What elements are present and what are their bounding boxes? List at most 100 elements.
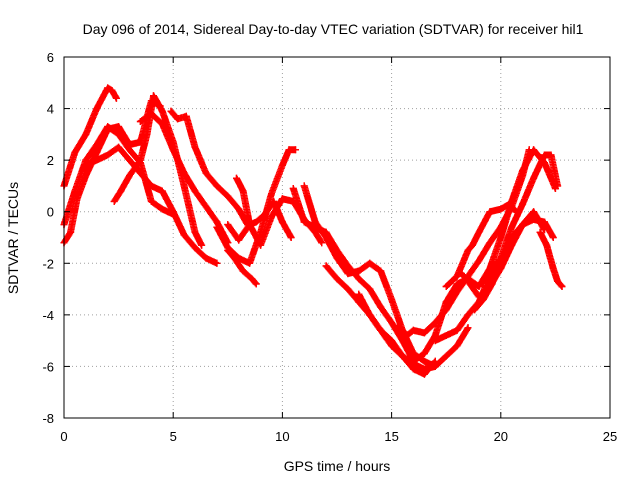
data-point	[180, 182, 188, 190]
data-point	[268, 213, 275, 221]
y-tick-label: 6	[47, 50, 54, 65]
data-point	[147, 197, 155, 205]
data-point	[198, 241, 206, 249]
x-tick-labels: 0 5 10 15 20 25	[60, 429, 617, 444]
data-point	[143, 130, 151, 138]
data-point	[486, 239, 494, 247]
data-point	[453, 342, 461, 350]
series-sat-track-5	[110, 92, 206, 249]
data-point	[479, 295, 487, 303]
data-point	[115, 143, 123, 151]
data-point	[285, 146, 293, 154]
data-point	[158, 107, 166, 115]
data-point	[158, 187, 166, 195]
y-tick-label: 0	[47, 205, 54, 220]
data-point	[508, 234, 516, 241]
y-tick-label: -6	[42, 359, 54, 374]
data-point	[289, 185, 297, 192]
data-point	[543, 241, 551, 249]
data-point	[213, 182, 221, 190]
data-point	[110, 197, 118, 205]
data-point	[224, 221, 232, 229]
data-point	[475, 283, 483, 290]
data-point	[420, 365, 428, 373]
data-point	[394, 321, 402, 329]
data-point	[174, 115, 182, 123]
data-point	[136, 169, 144, 177]
data-point	[224, 192, 232, 200]
data-point	[344, 285, 352, 293]
data-point	[355, 275, 363, 283]
data-point	[506, 200, 513, 208]
y-tick-labels: -8 -6 -4 -2 0 2 4 6	[42, 50, 54, 426]
data-point	[497, 234, 505, 241]
data-point	[150, 92, 157, 100]
data-point	[82, 130, 90, 138]
data-point	[108, 87, 116, 94]
series-markers	[60, 84, 120, 190]
data-point	[126, 172, 133, 180]
data-point	[420, 350, 428, 357]
data-point	[158, 205, 166, 213]
y-tick-label: -8	[42, 411, 54, 426]
data-point	[377, 326, 385, 334]
data-point	[453, 326, 461, 334]
plot-series	[60, 84, 566, 378]
data-point	[71, 148, 79, 156]
data-point	[158, 120, 166, 128]
data-point	[366, 311, 374, 319]
data-point	[536, 228, 544, 236]
data-point	[82, 172, 90, 180]
data-point	[549, 264, 557, 272]
y-tick-label: -2	[42, 256, 54, 271]
data-point	[322, 262, 330, 270]
data-point	[147, 110, 155, 118]
data-point	[112, 94, 120, 102]
data-point	[136, 156, 144, 164]
data-point	[117, 187, 125, 195]
data-point	[252, 280, 260, 288]
data-point	[519, 200, 527, 208]
data-point	[115, 130, 123, 138]
data-point	[115, 123, 123, 131]
x-tick-label: 25	[603, 429, 617, 444]
data-point	[464, 246, 472, 254]
data-point	[213, 223, 221, 231]
series-markers	[213, 146, 299, 267]
data-point	[82, 161, 90, 169]
series-sat-track-22	[536, 228, 566, 290]
data-point	[104, 84, 112, 92]
series-sat-track-3	[60, 123, 177, 229]
series-sat-track-8	[213, 146, 299, 267]
data-point	[104, 151, 112, 159]
x-tick-label: 5	[170, 429, 177, 444]
data-point	[248, 275, 256, 283]
series-markers	[110, 92, 206, 249]
data-point	[136, 118, 144, 125]
x-axis-label: GPS time / hours	[284, 458, 391, 474]
data-point	[191, 228, 199, 236]
data-point	[403, 332, 411, 339]
series-markers	[60, 123, 177, 229]
data-point	[180, 231, 188, 239]
x-tick-label: 20	[494, 429, 508, 444]
data-point	[519, 167, 527, 174]
data-point	[442, 283, 450, 290]
data-point	[126, 146, 133, 154]
data-point	[377, 303, 385, 311]
series-markers	[300, 182, 439, 370]
data-point	[488, 280, 496, 288]
data-point	[409, 357, 417, 365]
data-point	[442, 332, 450, 339]
data-point	[453, 280, 461, 288]
data-point	[239, 187, 247, 195]
data-point	[530, 174, 538, 182]
data-point	[475, 228, 483, 236]
data-point	[202, 169, 210, 177]
data-point	[311, 218, 319, 226]
data-point	[318, 239, 326, 247]
data-point	[104, 123, 112, 131]
data-point	[530, 146, 538, 154]
data-point	[182, 112, 190, 120]
chart-title: Day 096 of 2014, Sidereal Day-to-day VTE…	[83, 21, 584, 37]
